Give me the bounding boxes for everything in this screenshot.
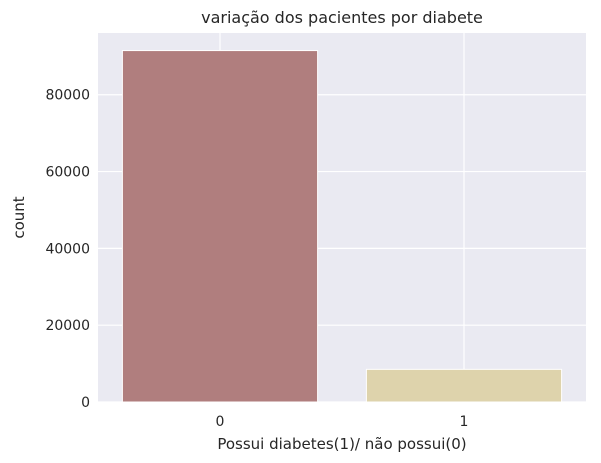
y-tick-label: 40000 [45,241,90,257]
y-tick-label: 20000 [45,318,90,334]
y-tick-label: 80000 [45,88,90,104]
y-axis-ticks: 0 20000 40000 60000 80000 [45,88,90,411]
x-tick-label: 1 [460,414,469,430]
chart-title: variação dos pacientes por diabete [201,8,483,27]
x-tick-label: 0 [216,414,225,430]
y-tick-label: 0 [81,395,90,411]
bar-0 [121,50,319,403]
bar-1 [365,368,563,403]
y-tick-label: 60000 [45,165,90,181]
x-axis-label: Possui diabetes(1)/ não possui(0) [217,435,466,453]
y-axis-label: count [10,196,28,238]
bars [121,50,563,403]
